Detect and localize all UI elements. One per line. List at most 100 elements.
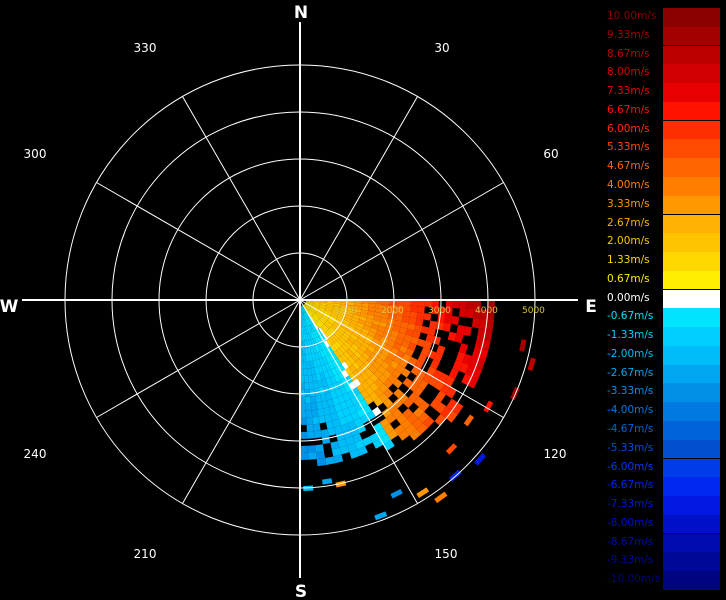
legend-entry: 0.67m/s xyxy=(604,270,722,290)
compass-east-label: E xyxy=(585,297,597,317)
velocity-bin xyxy=(341,361,349,370)
velocity-bin xyxy=(431,300,439,308)
velocity-bin xyxy=(373,315,382,322)
velocity-bin xyxy=(319,357,325,366)
velocity-bin xyxy=(416,423,428,435)
velocity-bin xyxy=(308,381,315,390)
azimuth-spoke xyxy=(299,299,418,504)
velocity-bin xyxy=(336,410,345,419)
velocity-bin xyxy=(326,398,335,408)
velocity-bin xyxy=(483,400,494,413)
velocity-bin xyxy=(333,332,341,339)
velocity-bin xyxy=(329,375,337,385)
velocity-bin xyxy=(300,375,305,383)
velocity-bin xyxy=(387,352,397,361)
velocity-bin xyxy=(307,310,312,317)
legend-entry: 8.67m/s xyxy=(604,45,722,65)
legend-label: 2.67m/s xyxy=(607,216,650,229)
velocity-bin xyxy=(358,316,367,322)
velocity-bin xyxy=(319,304,327,307)
velocity-bin xyxy=(342,319,351,325)
velocity-bin xyxy=(325,321,332,328)
velocity-bin xyxy=(361,352,370,361)
velocity-bin xyxy=(333,454,344,464)
velocity-bin xyxy=(346,348,354,357)
velocity-bin xyxy=(357,334,366,342)
velocity-bin xyxy=(435,321,445,331)
velocity-bin xyxy=(381,308,390,315)
azimuth-label-300: 300 xyxy=(24,147,47,161)
azimuth-spoke xyxy=(299,96,418,301)
azimuth-spoke xyxy=(182,299,301,504)
velocity-bin xyxy=(313,330,319,338)
velocity-bin xyxy=(348,346,357,354)
velocity-bin xyxy=(340,304,348,308)
velocity-bin xyxy=(386,365,396,375)
velocity-bin xyxy=(352,433,363,443)
velocity-bin xyxy=(345,312,354,317)
velocity-bin xyxy=(304,312,308,320)
velocity-bin xyxy=(340,423,350,433)
velocity-bin xyxy=(312,416,320,425)
velocity-bin xyxy=(343,351,351,360)
velocity-bin xyxy=(394,315,403,322)
velocity-bin xyxy=(329,344,337,352)
velocity-bin xyxy=(300,396,306,404)
velocity-bin xyxy=(306,361,311,369)
legend-label: -9.33m/s xyxy=(607,554,654,567)
velocity-bin xyxy=(321,435,331,445)
velocity-bin xyxy=(318,327,325,335)
legend-label: -5.33m/s xyxy=(607,441,654,454)
velocity-bin xyxy=(303,368,308,376)
velocity-bin xyxy=(315,329,321,337)
legend-entry: -2.00m/s xyxy=(604,345,722,365)
velocity-bin xyxy=(325,420,335,430)
velocity-bin xyxy=(353,328,362,335)
velocity-bin xyxy=(383,423,395,435)
velocity-bin xyxy=(332,418,341,428)
velocity-bin xyxy=(308,317,313,325)
velocity-bin xyxy=(435,390,446,403)
legend-entry: 7.33m/s xyxy=(604,83,722,102)
velocity-bin xyxy=(408,381,419,392)
velocity-bin xyxy=(339,346,347,354)
velocity-bin xyxy=(303,304,309,311)
velocity-bin xyxy=(302,312,305,320)
velocity-bin xyxy=(418,411,430,424)
velocity-bin xyxy=(312,302,320,305)
velocity-bin xyxy=(375,300,383,305)
velocity-bin xyxy=(351,331,360,338)
velocity-bin xyxy=(311,315,317,322)
velocity-bin xyxy=(407,342,417,351)
velocity-bin xyxy=(338,416,348,426)
velocity-bin xyxy=(341,321,350,328)
velocity-bin xyxy=(409,429,422,441)
velocity-bin xyxy=(407,413,419,425)
velocity-bin xyxy=(386,318,395,326)
velocity-bin xyxy=(394,424,406,436)
velocity-bin xyxy=(350,319,358,326)
velocity-bin xyxy=(352,361,361,370)
legend-label: 8.67m/s xyxy=(607,47,650,60)
legend-swatch xyxy=(663,83,720,102)
legend-entry: 8.00m/s xyxy=(604,64,722,83)
velocity-bin xyxy=(306,340,310,348)
legend-entry: -5.33m/s xyxy=(604,439,722,459)
velocity-bin xyxy=(375,303,383,309)
velocity-bin xyxy=(326,304,334,308)
velocity-bin xyxy=(331,310,339,315)
range-ring-labels: 1000 2000 3000 4000 5000 xyxy=(334,306,545,316)
velocity-bin xyxy=(319,302,327,305)
velocity-bin xyxy=(374,511,388,521)
velocity-bin xyxy=(319,318,326,325)
velocity-bin xyxy=(434,413,447,426)
velocity-bin xyxy=(305,301,313,305)
legend-swatch xyxy=(663,533,720,553)
velocity-bin xyxy=(352,387,361,397)
velocity-bin xyxy=(341,369,350,378)
velocity-bin xyxy=(322,324,329,331)
velocity-bin xyxy=(325,355,332,364)
velocity-bin xyxy=(378,392,389,403)
velocity-bin xyxy=(369,341,378,350)
velocity-bin xyxy=(410,336,419,345)
